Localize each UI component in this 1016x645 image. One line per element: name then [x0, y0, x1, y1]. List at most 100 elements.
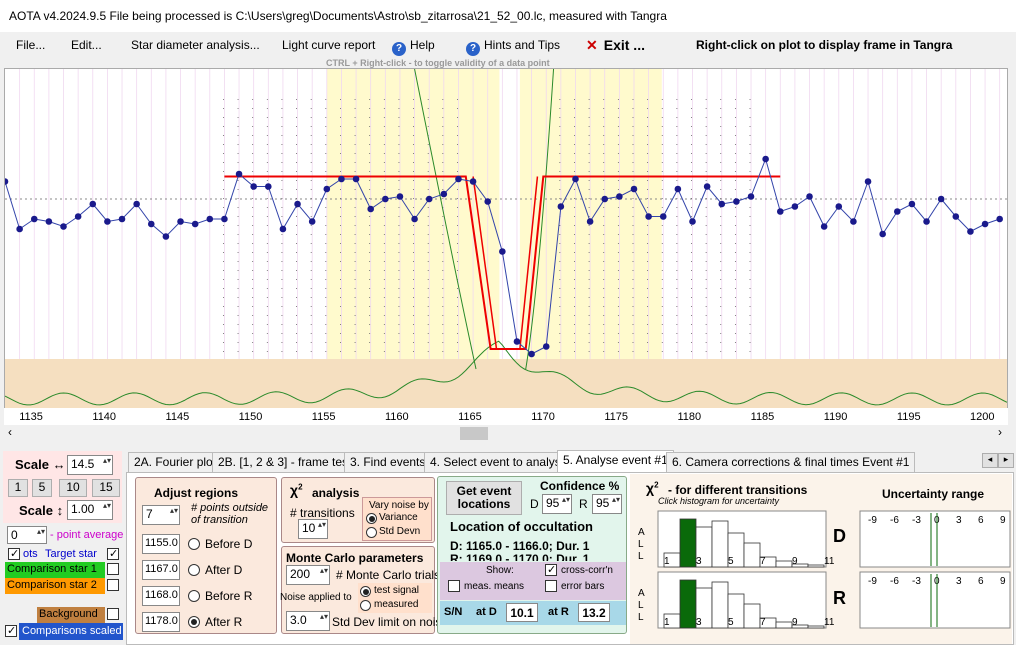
scale-horiz-input[interactable]: 14.5: [67, 455, 113, 475]
transitions-input[interactable]: 10: [298, 519, 328, 539]
light-curve-plot[interactable]: [1, 68, 1008, 411]
before-r-label: Before R: [205, 589, 253, 603]
confidence-r-input[interactable]: 95: [592, 494, 622, 514]
tab-fourier[interactable]: 2A. Fourier plot: [128, 452, 223, 472]
data-point: [674, 185, 682, 193]
exit-label: Exit ...: [603, 37, 645, 53]
monte-carlo-panel: Monte Carlo parameters 200 # Monte Carlo…: [280, 546, 448, 634]
file-menu[interactable]: File...: [16, 38, 46, 52]
points-outside-input[interactable]: 7: [142, 505, 180, 525]
std-dev-limit-label: Std Dev limit on noise: [332, 615, 449, 629]
location-title: Location of occultation: [450, 519, 593, 534]
data-point: [776, 208, 784, 215]
data-point: [30, 215, 38, 223]
r-location-line: R: 1169.0 - 1170.0; Dur. 1: [450, 552, 590, 561]
r-location-clip: R: 1169.0 - 1170.0; Dur. 1: [446, 552, 622, 561]
tab-camera-corrections[interactable]: 6. Camera corrections & final times Even…: [666, 452, 916, 472]
data-point: [499, 248, 506, 255]
cross-corr-label: cross-corr'n: [561, 565, 613, 576]
scroll-left-icon[interactable]: ‹: [8, 425, 12, 439]
r-uncertainty-tick: -6: [890, 576, 899, 587]
std-devn-radio[interactable]: [366, 527, 377, 538]
plot-canvas[interactable]: [1, 68, 1008, 410]
after-d-radio[interactable]: [188, 564, 200, 576]
after-d-value: 1167.0: [142, 560, 180, 580]
background-checkbox[interactable]: [107, 608, 119, 620]
obs-checkbox[interactable]: [8, 547, 20, 560]
tab-scroll-left-icon[interactable]: ◂: [982, 453, 998, 468]
comp1-label: Comparison star 1: [7, 563, 97, 575]
before-r-radio[interactable]: [188, 590, 200, 602]
exit-menu[interactable]: ✕ Exit ...: [586, 37, 645, 54]
baseline-region-d: [326, 69, 500, 359]
background-band: [5, 359, 1007, 410]
before-d-radio[interactable]: [188, 538, 200, 550]
star-diameter-menu[interactable]: Star diameter analysis...: [131, 38, 260, 52]
comp1-swatch: Comparison star 1: [5, 562, 105, 578]
test-signal-radio[interactable]: [360, 586, 371, 597]
data-point: [206, 215, 214, 223]
scale-vert-input[interactable]: 1.00: [67, 500, 113, 520]
scroll-thumb[interactable]: [460, 427, 488, 440]
monte-carlo-trials-label: # Monte Carlo trials: [336, 568, 441, 582]
data-point: [835, 203, 843, 210]
x-tick-label: 1160: [384, 411, 409, 423]
tab-analyse-event[interactable]: 5. Analyse event #1: [557, 450, 674, 472]
comparisons-scaled-checkbox[interactable]: [5, 624, 17, 637]
d-uncertainty-tick: -6: [890, 515, 899, 526]
obs-label: ots: [23, 548, 38, 560]
scale-horiz-label: Scale ↔: [15, 457, 66, 472]
tab-strip: 2A. Fourier plot 2B. [1, 2 & 3] - frame …: [126, 447, 1016, 475]
scale-preset-15[interactable]: 15: [92, 479, 120, 497]
r-histogram-tick: 11: [824, 617, 835, 628]
average-points-input[interactable]: 0: [7, 526, 47, 544]
after-d-label: After D: [205, 563, 243, 577]
data-point: [279, 225, 287, 233]
light-curve-menu[interactable]: Light curve report: [282, 38, 376, 52]
tab-select-event[interactable]: 4. Select event to analyse: [424, 452, 574, 472]
error-bars-checkbox[interactable]: [545, 580, 557, 592]
r-uncertainty-tick: -9: [868, 576, 877, 587]
cross-corr-checkbox[interactable]: [545, 563, 557, 576]
right-click-hint: Right-click on plot to display frame in …: [696, 38, 953, 52]
target-star-checkbox[interactable]: [107, 547, 119, 560]
scale-preset-10[interactable]: 10: [59, 479, 87, 497]
comp1-checkbox[interactable]: [107, 563, 119, 575]
data-point: [791, 203, 799, 210]
data-point: [469, 178, 477, 185]
std-dev-limit-input[interactable]: 3.0: [286, 611, 330, 631]
meas-means-checkbox[interactable]: [448, 580, 460, 592]
vary-noise-group: Vary noise by Variance Std Devn: [362, 497, 432, 541]
r-uncertainty-tick: 6: [978, 576, 984, 587]
hints-menu[interactable]: ? Hints and Tips: [466, 38, 560, 56]
d-histogram-axis-letter: L: [638, 551, 644, 562]
get-event-locations-button[interactable]: Get event locations: [446, 481, 522, 515]
data-point: [893, 208, 901, 215]
tab-scroll-right-icon[interactable]: ▸: [998, 453, 1014, 468]
d-histogram-tick: 5: [728, 556, 734, 567]
window-title: AOTA v4.2024.9.5 File being processed is…: [9, 9, 667, 23]
after-r-label: After R: [205, 615, 243, 629]
points-outside-label: # points outside of transition: [191, 502, 269, 526]
scroll-right-icon[interactable]: ›: [998, 425, 1002, 439]
variance-radio[interactable]: [366, 513, 377, 524]
tab-frame-test[interactable]: 2B. [1, 2 & 3] - frame test: [212, 452, 358, 472]
d-uncertainty-tick: 6: [978, 515, 984, 526]
edit-menu[interactable]: Edit...: [71, 38, 102, 52]
scale-preset-5[interactable]: 5: [32, 479, 52, 497]
background-label: Background: [39, 608, 98, 620]
confidence-d-input[interactable]: 95: [542, 494, 572, 514]
help-menu[interactable]: ? Help: [392, 38, 435, 56]
data-point: [908, 200, 916, 208]
tab-find-events[interactable]: 3. Find events: [344, 452, 432, 472]
measured-radio[interactable]: [360, 600, 371, 611]
comp2-checkbox[interactable]: [107, 579, 119, 591]
horizontal-scrollbar[interactable]: ‹ ›: [4, 425, 1012, 443]
scale-preset-1[interactable]: 1: [8, 479, 28, 497]
after-r-radio[interactable]: [188, 616, 200, 628]
help-label: Help: [410, 38, 435, 52]
data-point: [440, 190, 448, 198]
d-uncertainty-frame: [859, 510, 1011, 568]
monte-carlo-trials-input[interactable]: 200: [286, 565, 330, 585]
